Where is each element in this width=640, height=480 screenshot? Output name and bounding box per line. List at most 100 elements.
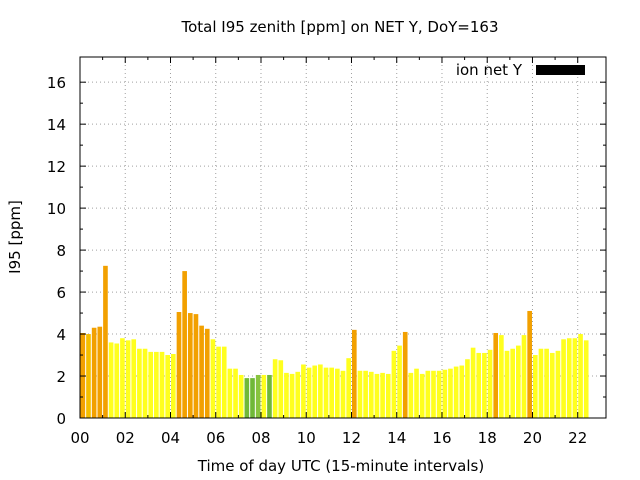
x-tick-label: 18: [478, 429, 497, 447]
legend-label: ion net Y: [456, 61, 523, 79]
bar: [572, 338, 578, 418]
bar: [510, 348, 515, 418]
bar: [368, 371, 374, 418]
bar: [86, 334, 91, 418]
bar: [516, 345, 521, 418]
bar: [295, 371, 301, 418]
bar: [425, 370, 431, 418]
bar: [408, 372, 414, 419]
grid-lines: [80, 57, 606, 418]
bar: [442, 369, 448, 418]
bar: [204, 328, 210, 418]
legend-swatch: [536, 65, 585, 75]
bar: [142, 348, 148, 418]
y-tick-label: 4: [56, 326, 66, 344]
y-tick-label: 10: [47, 200, 66, 218]
bar: [448, 368, 453, 418]
bar: [391, 350, 397, 418]
bar: [227, 368, 233, 418]
bar: [301, 364, 306, 418]
x-tick-label: 16: [432, 429, 451, 447]
bar: [165, 355, 170, 418]
bar: [221, 346, 227, 418]
bar: [154, 351, 159, 418]
bar-series: [80, 265, 589, 419]
bar: [532, 355, 538, 418]
bar: [487, 349, 493, 418]
bar: [538, 348, 544, 418]
x-tick-label: 14: [387, 429, 406, 447]
bar: [335, 368, 340, 418]
bar: [566, 338, 572, 418]
bar: [374, 373, 380, 418]
bar: [210, 339, 216, 418]
x-axis-label: Time of day UTC (15-minute intervals): [197, 457, 484, 475]
x-tick-label: 12: [342, 429, 361, 447]
bar: [103, 265, 108, 418]
bar: [346, 358, 351, 418]
x-tick-label: 08: [251, 429, 270, 447]
bar: [199, 325, 204, 418]
bar: [459, 365, 465, 418]
bar: [544, 348, 549, 418]
y-tick-label: 0: [56, 410, 66, 428]
bar: [187, 313, 193, 418]
bar: [182, 271, 187, 418]
bar: [125, 340, 131, 418]
bar: [329, 367, 335, 418]
x-tick-label: 10: [297, 429, 316, 447]
bar: [171, 353, 176, 418]
bar: [114, 343, 120, 418]
bar: [470, 347, 476, 418]
y-axis-label: I95 [ppm]: [6, 200, 24, 274]
bar: [465, 359, 470, 418]
bar: [555, 350, 561, 418]
bar: [482, 352, 487, 418]
bar: [493, 333, 499, 418]
bar: [272, 359, 278, 418]
x-tick-label: 04: [161, 429, 180, 447]
bar: [504, 350, 510, 418]
bar: [499, 335, 504, 418]
legend: ion net Y: [456, 61, 585, 79]
bar: [91, 327, 97, 418]
x-tick-label: 20: [523, 429, 542, 447]
bar: [97, 326, 103, 418]
bar: [453, 366, 459, 418]
bar: [312, 365, 318, 418]
bar: [419, 373, 425, 418]
chart-title: Total I95 zenith [ppm] on NET Y, DoY=163: [180, 18, 498, 36]
bar: [521, 335, 527, 418]
plot-frame: [79, 56, 607, 419]
bar: [323, 367, 329, 418]
y-tick-label: 12: [47, 158, 66, 176]
x-tick-label: 02: [116, 429, 135, 447]
bar: [436, 370, 442, 418]
bar: [137, 348, 142, 418]
bar: [583, 340, 589, 418]
bar: [431, 370, 436, 418]
bar: [549, 352, 555, 418]
bar: [267, 374, 272, 418]
y-tick-label: 8: [56, 242, 66, 260]
bar: [363, 370, 368, 418]
bar: [233, 368, 238, 418]
bar: [80, 333, 86, 418]
x-tick-label: 06: [206, 429, 225, 447]
x-tick-label: 22: [568, 429, 587, 447]
bar: [380, 372, 385, 419]
bar: [385, 373, 391, 418]
bar: [397, 345, 402, 418]
bar: [159, 351, 165, 418]
bar: [261, 374, 267, 418]
bar: [351, 329, 357, 418]
bar: [244, 378, 250, 418]
bar: [131, 339, 137, 418]
y-tick-label: 6: [56, 284, 66, 302]
bar: [402, 331, 408, 418]
bar: [561, 339, 566, 418]
y-tick-label: 16: [47, 74, 66, 92]
bar: [193, 314, 199, 418]
bar: [176, 312, 182, 418]
